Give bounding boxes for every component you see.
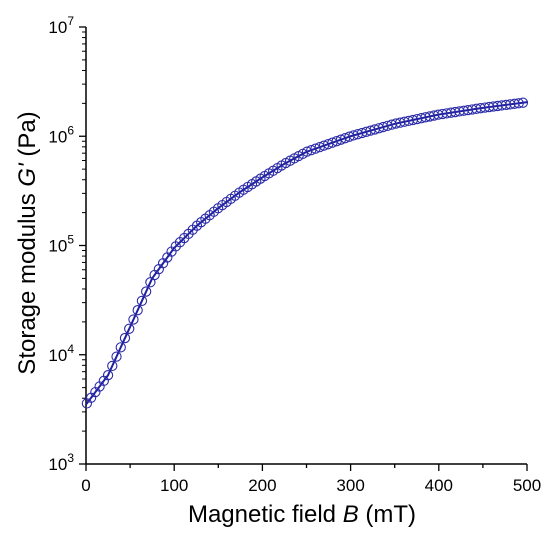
data-point xyxy=(140,286,152,297)
data-point xyxy=(454,106,465,117)
data-point xyxy=(509,98,520,109)
tick-labels: 0 100 200 300 400 500 103 104 105 106 107 xyxy=(48,14,541,495)
data-point xyxy=(500,99,512,111)
data-point xyxy=(466,104,478,115)
x-tick-label: 300 xyxy=(336,476,364,495)
data-point xyxy=(111,351,122,362)
y-axis-title: Storage modulus G' (Pa) xyxy=(14,111,41,374)
y-tick-label: 104 xyxy=(48,342,74,365)
x-tick-label: 400 xyxy=(425,476,453,495)
x-tick-label: 200 xyxy=(248,476,276,495)
data-point xyxy=(102,370,114,381)
x-axis-title: Magnetic field B (mT) xyxy=(188,501,416,528)
axes xyxy=(85,27,527,465)
y-tick-label: 106 xyxy=(48,123,74,146)
data-point xyxy=(483,101,495,113)
data-point xyxy=(119,332,131,344)
data-point xyxy=(496,100,507,111)
x-tick-label: 100 xyxy=(160,476,188,495)
y-tick-label: 103 xyxy=(48,451,74,474)
data-point xyxy=(517,97,529,108)
data-point xyxy=(115,342,126,353)
data-point xyxy=(488,101,499,112)
x-tick-label: 500 xyxy=(513,476,541,495)
data-point xyxy=(433,109,444,120)
data-point xyxy=(505,99,516,110)
data-point xyxy=(445,107,457,118)
markers xyxy=(81,97,529,409)
data-point xyxy=(462,104,474,116)
data-point xyxy=(458,105,469,116)
data-point xyxy=(132,305,143,316)
data-point xyxy=(471,103,482,114)
data-point xyxy=(437,108,448,120)
data-point xyxy=(492,100,503,112)
ticks xyxy=(79,26,528,471)
data-point xyxy=(128,314,139,325)
y-tick-label: 107 xyxy=(48,14,74,37)
data-point xyxy=(441,108,452,119)
data-point xyxy=(136,295,148,307)
data-point xyxy=(124,323,135,334)
data-point xyxy=(107,360,118,372)
x-tick-label: 0 xyxy=(81,476,90,495)
y-tick-label: 105 xyxy=(48,233,74,256)
data-point xyxy=(479,102,490,113)
data-point xyxy=(450,106,461,118)
data-point xyxy=(513,98,524,109)
data-point xyxy=(475,103,486,114)
